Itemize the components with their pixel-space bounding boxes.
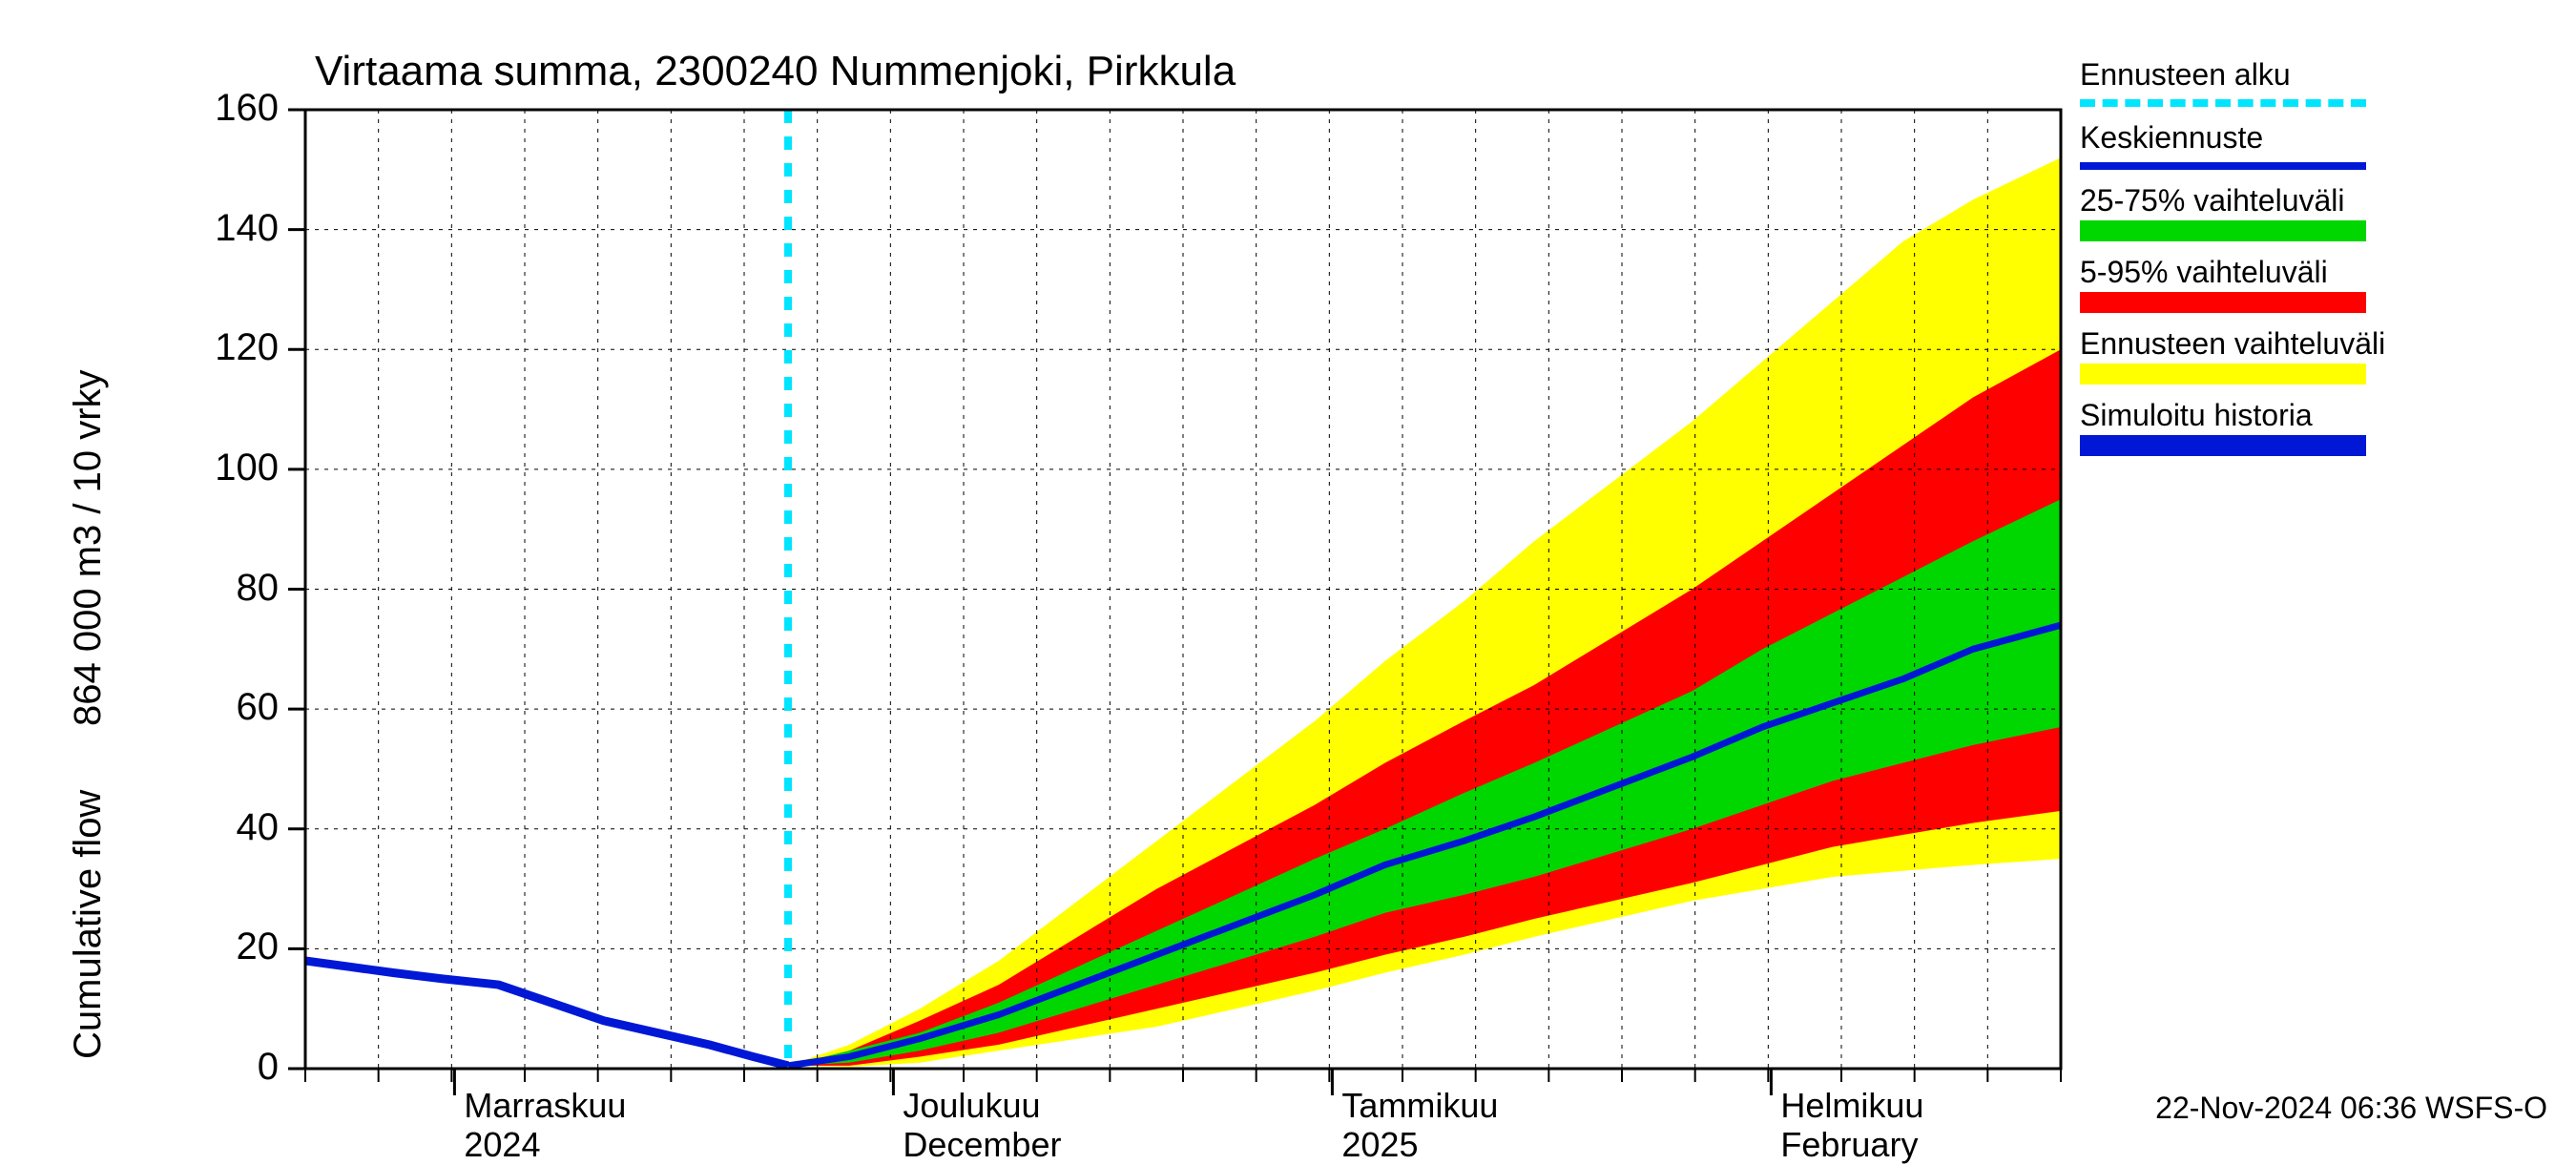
legend-swatch bbox=[2080, 364, 2366, 385]
chart-container: Virtaama summa, 2300240 Nummenjoki, Pirk… bbox=[0, 0, 2576, 1145]
y-tick-label: 80 bbox=[237, 567, 280, 610]
legend-item: Simuloitu historia bbox=[2080, 398, 2385, 456]
y-tick-label: 100 bbox=[215, 447, 279, 489]
x-tick-label-bottom: December bbox=[903, 1125, 1061, 1165]
legend-item: Keskiennuste bbox=[2080, 120, 2385, 170]
legend-swatch bbox=[2080, 162, 2366, 170]
x-tick-label-top: Joulukuu bbox=[903, 1086, 1040, 1126]
x-tick-label-bottom: 2024 bbox=[464, 1125, 540, 1165]
legend-label: 25-75% vaihteluväli bbox=[2080, 183, 2385, 218]
legend-item: Ennusteen alku bbox=[2080, 57, 2385, 107]
legend-swatch bbox=[2080, 99, 2366, 107]
y-tick-label: 160 bbox=[215, 87, 279, 130]
x-tick-label-top: Helmikuu bbox=[1780, 1086, 1923, 1126]
x-tick-label-bottom: February bbox=[1780, 1125, 1918, 1165]
y-tick-label: 120 bbox=[215, 326, 279, 369]
y-tick-label: 140 bbox=[215, 207, 279, 250]
y-tick-label: 60 bbox=[237, 686, 280, 729]
legend-label: Keskiennuste bbox=[2080, 120, 2385, 156]
y-tick-label: 20 bbox=[237, 926, 280, 968]
x-tick-label-bottom: 2025 bbox=[1341, 1125, 1418, 1165]
legend-swatch bbox=[2080, 292, 2366, 313]
legend-label: Simuloitu historia bbox=[2080, 398, 2385, 433]
legend-swatch bbox=[2080, 220, 2366, 241]
x-tick-label-top: Tammikuu bbox=[1341, 1086, 1498, 1126]
legend-swatch bbox=[2080, 435, 2366, 456]
timestamp: 22-Nov-2024 06:36 WSFS-O bbox=[2155, 1091, 2547, 1126]
legend: Ennusteen alku Keskiennuste 25-75% vaihtel… bbox=[2080, 57, 2385, 469]
legend-item: Ennusteen vaihteluväli bbox=[2080, 326, 2385, 385]
legend-item: 25-75% vaihteluväli bbox=[2080, 183, 2385, 241]
legend-item: 5-95% vaihteluväli bbox=[2080, 255, 2385, 313]
legend-label: Ennusteen vaihteluväli bbox=[2080, 326, 2385, 362]
y-tick-label: 40 bbox=[237, 806, 280, 849]
legend-label: 5-95% vaihteluväli bbox=[2080, 255, 2385, 290]
legend-label: Ennusteen alku bbox=[2080, 57, 2385, 93]
x-tick-label-top: Marraskuu bbox=[464, 1086, 626, 1126]
y-tick-label: 0 bbox=[258, 1046, 279, 1089]
